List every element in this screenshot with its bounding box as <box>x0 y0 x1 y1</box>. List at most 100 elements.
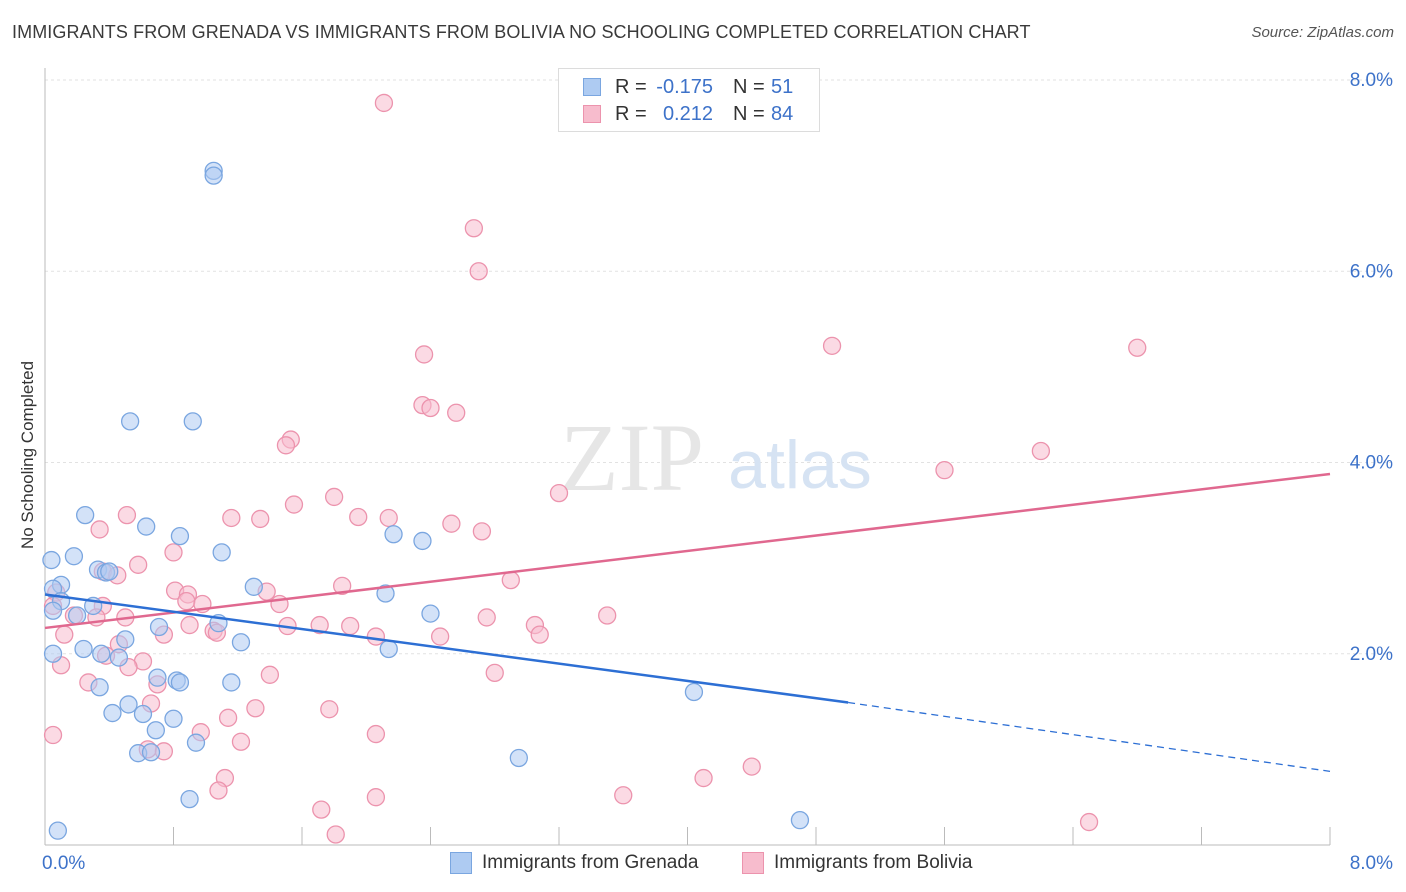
legend-r-label: R = <box>615 102 647 125</box>
watermark: ZIP atlas <box>560 404 872 511</box>
data-point-grenada <box>133 704 153 724</box>
data-point-bolivia <box>598 606 617 625</box>
series-grenada-points <box>42 161 810 840</box>
data-point-grenada <box>119 695 138 714</box>
data-point-grenada <box>379 639 398 659</box>
axes <box>44 68 1331 846</box>
trend-line-bolivia <box>44 472 1331 630</box>
legend-r-value-grenada: -0.175 <box>656 75 713 98</box>
bottom-legend-label-grenada: Immigrants from Grenada <box>482 852 699 873</box>
data-point-bolivia <box>477 608 496 627</box>
data-point-grenada <box>90 678 109 697</box>
legend-n-label: N = <box>733 102 765 125</box>
data-point-bolivia <box>55 625 74 644</box>
data-point-bolivia <box>501 570 520 590</box>
data-point-bolivia <box>177 592 196 611</box>
data-point-bolivia <box>935 460 954 480</box>
data-point-grenada <box>421 604 440 623</box>
data-point-bolivia <box>341 616 360 636</box>
data-point-grenada <box>164 709 183 728</box>
data-point-grenada <box>43 644 63 663</box>
tick-labels: 2.0% 4.0% 6.0% 8.0% 0.0% 8.0% <box>42 70 1393 874</box>
data-point-bolivia <box>218 708 238 727</box>
data-point-bolivia <box>312 800 331 819</box>
data-point-bolivia <box>1128 338 1147 357</box>
trend-lines <box>44 472 1331 773</box>
bottom-legend-label-bolivia: Immigrants from Bolivia <box>774 852 973 873</box>
data-point-bolivia <box>43 725 63 745</box>
data-point-grenada <box>413 531 432 551</box>
data-point-grenada <box>384 525 403 544</box>
data-point-bolivia <box>1079 812 1099 832</box>
data-point-bolivia <box>349 507 368 527</box>
data-point-bolivia <box>421 398 440 418</box>
data-point-bolivia <box>414 345 434 364</box>
legend-swatch-grenada <box>583 78 601 96</box>
data-point-grenada <box>67 606 87 625</box>
legend-r-label: R = <box>615 75 647 98</box>
trend-line-grenada <box>44 593 849 704</box>
bottom-legend-swatch-bolivia <box>742 852 764 874</box>
data-point-bolivia <box>694 768 713 788</box>
data-point-bolivia <box>231 732 251 751</box>
data-point-grenada <box>137 517 156 536</box>
data-point-bolivia <box>324 487 344 507</box>
data-point-grenada <box>244 577 263 596</box>
data-point-bolivia <box>472 522 492 541</box>
data-point-bolivia <box>742 757 761 776</box>
data-point-grenada <box>74 639 93 659</box>
data-point-grenada <box>183 412 202 431</box>
data-point-grenada <box>684 682 704 702</box>
data-point-bolivia <box>464 219 484 238</box>
data-point-grenada <box>76 505 95 525</box>
data-point-grenada <box>109 648 129 667</box>
data-point-grenada <box>92 644 111 663</box>
data-point-grenada <box>48 821 67 840</box>
data-point-bolivia <box>117 505 137 525</box>
y-tick-label: 8.0% <box>1350 70 1393 91</box>
y-tick-label: 2.0% <box>1350 644 1393 665</box>
data-point-bolivia <box>251 509 270 529</box>
x-tick-label: 8.0% <box>1350 853 1393 874</box>
data-point-bolivia <box>246 699 265 718</box>
data-point-grenada <box>222 673 241 692</box>
data-point-bolivia <box>1031 441 1051 461</box>
data-point-grenada <box>42 550 61 570</box>
data-point-grenada <box>120 412 140 431</box>
data-point-grenada <box>186 733 206 752</box>
watermark-atlas: atlas <box>728 427 872 503</box>
bottom-legend-swatch-grenada <box>450 852 472 874</box>
x-tick-label: 0.0% <box>42 853 85 874</box>
watermark-zip: ZIP <box>560 404 704 511</box>
data-point-grenada <box>64 547 84 566</box>
data-point-grenada <box>212 543 231 562</box>
data-point-bolivia <box>164 543 183 562</box>
data-point-bolivia <box>447 403 466 422</box>
data-point-bolivia <box>180 615 199 635</box>
source-label: Source: ZipAtlas.com <box>1251 24 1394 41</box>
data-point-bolivia <box>320 700 339 719</box>
data-point-bolivia <box>822 336 842 355</box>
bottom-legend-bolivia: Immigrants from Bolivia <box>742 852 973 874</box>
data-point-bolivia <box>209 781 228 800</box>
data-point-bolivia <box>469 262 488 281</box>
data-point-grenada <box>204 166 223 185</box>
legend-r-value-bolivia: 0.212 <box>662 102 713 125</box>
data-point-grenada <box>116 630 135 649</box>
legend-n-label: N = <box>733 75 765 98</box>
data-point-grenada <box>170 526 190 546</box>
data-point-bolivia <box>333 576 352 596</box>
data-point-bolivia <box>284 495 304 514</box>
grid-lines <box>45 79 1392 655</box>
data-point-grenada <box>149 617 169 637</box>
data-point-bolivia <box>430 627 450 646</box>
legend-row-bolivia: R = 0.212 N = 84 <box>583 102 793 126</box>
y-tick-label: 4.0% <box>1350 453 1393 474</box>
data-point-grenada <box>103 703 122 723</box>
data-point-grenada <box>100 562 119 581</box>
trend-line-grenada-extension <box>848 701 1331 773</box>
data-point-bolivia <box>90 520 109 539</box>
data-point-bolivia <box>260 665 280 684</box>
data-point-bolivia <box>530 625 549 644</box>
data-point-grenada <box>146 721 165 740</box>
